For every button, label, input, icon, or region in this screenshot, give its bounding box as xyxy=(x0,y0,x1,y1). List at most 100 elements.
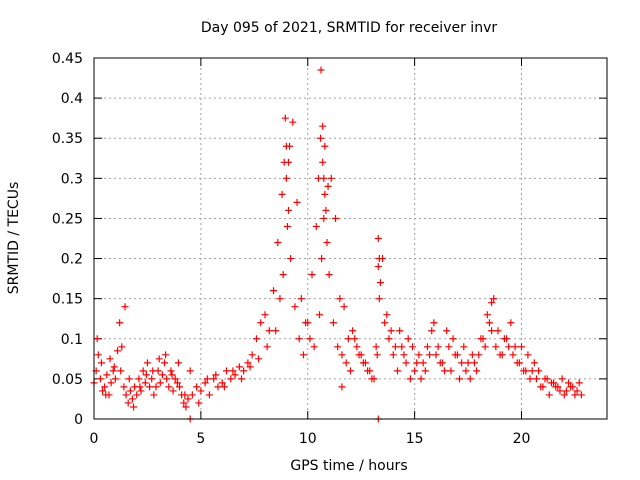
chart-title: Day 095 of 2021, SRMTID for receiver inv… xyxy=(201,20,497,36)
data-point xyxy=(293,198,301,206)
data-point xyxy=(136,383,144,391)
data-point xyxy=(481,343,489,351)
data-point xyxy=(347,367,354,375)
data-point xyxy=(426,351,434,359)
data-point xyxy=(338,383,346,391)
data-point xyxy=(193,383,201,391)
data-point xyxy=(329,319,337,327)
data-point xyxy=(125,375,133,383)
y-tick-label: 0.3 xyxy=(61,171,83,187)
y-tick-label: 0.2 xyxy=(61,252,83,268)
data-point xyxy=(142,371,150,379)
data-point xyxy=(430,319,438,327)
data-point xyxy=(318,255,326,263)
data-point xyxy=(231,371,239,379)
x-tick-label: 10 xyxy=(299,431,317,447)
data-point xyxy=(110,363,118,371)
data-point xyxy=(124,399,132,407)
data-point xyxy=(565,379,573,387)
data-point xyxy=(203,375,211,383)
data-point xyxy=(257,319,265,327)
data-point xyxy=(201,379,209,387)
data-point xyxy=(391,343,399,351)
data-point xyxy=(255,355,263,363)
data-point xyxy=(96,375,104,383)
data-point xyxy=(320,174,328,182)
data-point xyxy=(283,222,291,230)
data-point xyxy=(214,383,222,391)
data-point xyxy=(524,351,532,359)
data-point xyxy=(126,387,134,395)
data-point xyxy=(332,214,340,222)
data-point xyxy=(270,287,278,295)
data-point xyxy=(389,351,397,359)
data-point xyxy=(302,319,310,327)
data-point xyxy=(498,351,506,359)
x-tick-label: 0 xyxy=(90,431,99,447)
data-point xyxy=(320,214,328,222)
data-point xyxy=(441,367,449,375)
data-point xyxy=(152,383,160,391)
data-point xyxy=(121,303,129,311)
data-point xyxy=(120,383,128,391)
data-point xyxy=(106,355,114,363)
y-tick-label: 0.4 xyxy=(61,91,83,107)
data-point xyxy=(460,343,468,351)
data-point xyxy=(274,239,282,247)
data-point xyxy=(537,383,545,391)
data-point xyxy=(387,327,395,335)
data-point xyxy=(156,379,164,387)
data-point xyxy=(141,379,149,387)
data-point xyxy=(528,367,536,375)
data-point xyxy=(490,295,498,303)
y-axis-label: SRMTID / TECUs xyxy=(6,182,22,295)
data-point xyxy=(558,375,566,383)
data-point xyxy=(406,375,414,383)
data-point xyxy=(181,391,189,399)
data-point xyxy=(278,190,286,198)
data-point xyxy=(97,359,105,367)
x-tick-label: 15 xyxy=(406,431,424,447)
data-point xyxy=(137,387,145,395)
data-point xyxy=(445,343,453,351)
data-point xyxy=(173,379,181,387)
data-point xyxy=(370,375,378,383)
data-point xyxy=(282,142,290,150)
data-point xyxy=(494,327,502,335)
data-point xyxy=(507,319,515,327)
data-point xyxy=(143,359,151,367)
data-point xyxy=(541,375,549,383)
data-point xyxy=(319,122,327,130)
data-point xyxy=(122,391,130,399)
data-point xyxy=(295,335,303,343)
data-point xyxy=(535,367,543,375)
data-point xyxy=(361,359,369,367)
data-point xyxy=(577,391,585,399)
data-point xyxy=(438,359,446,367)
data-point xyxy=(195,399,203,407)
data-point xyxy=(503,335,511,343)
data-point xyxy=(169,387,177,395)
data-point xyxy=(505,343,513,351)
y-tick-labels: 0 0.05 0.1 0.15 0.2 0.25 0.3 0.35 0.4 0.45 xyxy=(52,51,83,428)
data-point xyxy=(168,371,176,379)
data-point xyxy=(176,383,183,391)
data-point xyxy=(184,395,192,403)
y-tick-label: 0.45 xyxy=(52,51,83,67)
data-point xyxy=(554,383,562,391)
data-point xyxy=(299,351,307,359)
data-point xyxy=(351,335,359,343)
data-point xyxy=(492,343,500,351)
data-point xyxy=(114,347,122,355)
data-point xyxy=(103,371,111,379)
data-point xyxy=(400,351,408,359)
data-point xyxy=(148,375,156,383)
data-point xyxy=(415,351,423,359)
data-point xyxy=(560,391,568,399)
data-point xyxy=(509,351,517,359)
y-tick-label: 0.05 xyxy=(52,372,83,388)
data-point xyxy=(449,335,457,343)
data-point xyxy=(128,395,136,403)
data-point xyxy=(550,379,558,387)
data-point xyxy=(94,351,102,359)
